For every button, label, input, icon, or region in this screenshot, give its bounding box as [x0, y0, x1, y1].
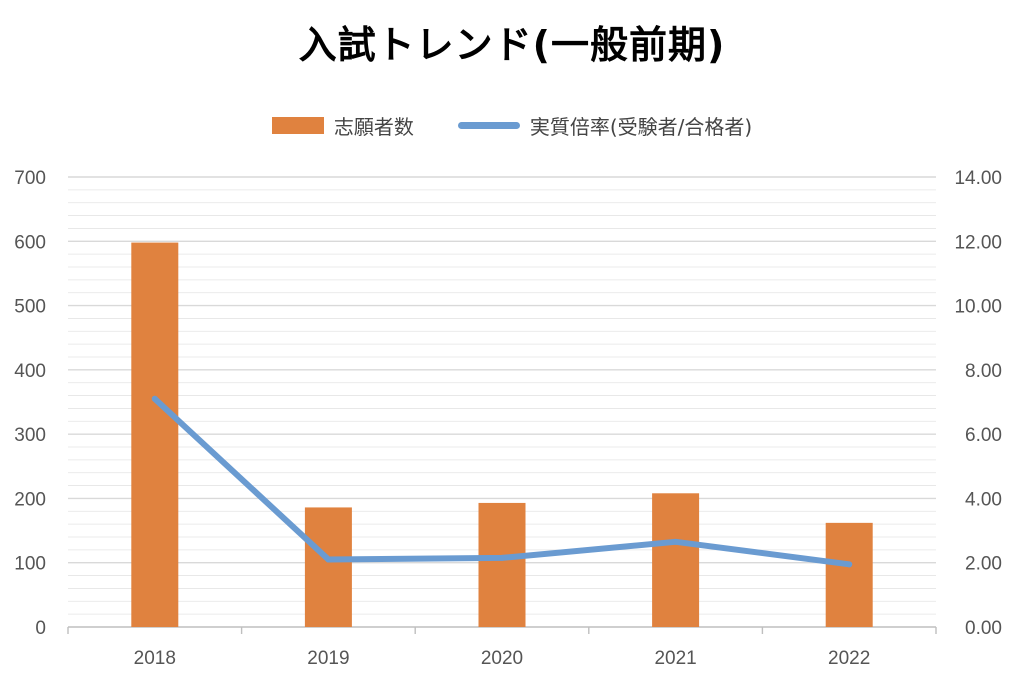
line-point-ratio — [846, 561, 853, 568]
y-right-tick-label: 14.00 — [954, 168, 1002, 189]
y-left-tick-label: 0 — [35, 618, 46, 639]
legend-item-applicants: 志願者数 — [271, 111, 414, 140]
bar-layer — [131, 242, 873, 628]
line-point-ratio — [151, 395, 158, 402]
y-left-tick-label: 200 — [14, 489, 46, 510]
bar-applicants — [652, 493, 700, 627]
x-tick-label: 2022 — [828, 648, 870, 669]
legend-swatch-bar — [271, 116, 324, 134]
label-layer: 0 100 200 300 400 500 600 700 0.00 2.00 4.00 6.00 8.… — [14, 168, 1002, 669]
legend-item-ratio: 実質倍率(受験者/合格者) — [457, 111, 753, 140]
y-right-tick-label: 6.00 — [965, 425, 1002, 446]
x-tick-label: 2019 — [307, 648, 349, 669]
x-tick-label: 2020 — [481, 648, 523, 669]
bar-applicants — [825, 522, 873, 627]
line-point-ratio — [672, 538, 679, 545]
y-left-tick-label: 500 — [14, 297, 46, 318]
legend-label-applicants: 志願者数 — [333, 114, 414, 139]
y-right-tick-label: 4.00 — [965, 489, 1002, 510]
y-right-tick-label: 2.00 — [965, 554, 1002, 575]
y-left-tick-label: 100 — [14, 554, 46, 575]
legend-swatch-line — [457, 121, 520, 129]
y-right-tick-label: 0.00 — [965, 618, 1002, 639]
bar-applicants — [304, 507, 352, 627]
line-point-ratio — [325, 556, 332, 563]
y-right-tick-label: 8.00 — [965, 361, 1002, 382]
chart-title: 入試トレンド(一般前期) — [298, 23, 726, 67]
y-left-tick-label: 700 — [14, 168, 46, 189]
legend: 志願者数 実質倍率(受験者/合格者) — [0, 108, 1024, 142]
legend-label-ratio: 実質倍率(受験者/合格者) — [529, 114, 753, 139]
axis-layer — [67, 626, 937, 634]
x-tick-label: 2018 — [134, 648, 176, 669]
y-left-tick-label: 300 — [14, 425, 46, 446]
y-left-tick-label: 400 — [14, 361, 46, 382]
bar-applicants — [131, 242, 179, 628]
line-layer — [151, 395, 853, 568]
y-left-tick-label: 600 — [14, 232, 46, 253]
y-right-tick-label: 10.00 — [954, 297, 1002, 318]
line-point-ratio — [499, 554, 505, 561]
y-right-tick-label: 12.00 — [954, 232, 1002, 253]
x-tick-label: 2021 — [654, 648, 696, 669]
bar-applicants — [478, 502, 526, 627]
